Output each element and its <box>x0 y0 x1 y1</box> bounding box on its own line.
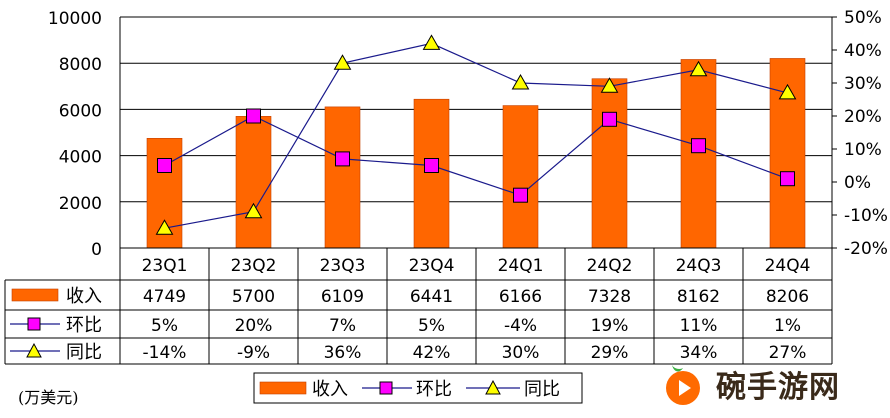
table-key-qoq-marker <box>27 317 41 331</box>
legend-label: 收入 <box>312 379 348 400</box>
table-cell-value: 27% <box>769 343 807 363</box>
point-yoy <box>600 77 619 93</box>
point-yoy <box>333 54 352 70</box>
category-label: 23Q4 <box>409 256 455 276</box>
table-cell-value: 7328 <box>588 287 631 307</box>
table-cell-value: 6441 <box>410 287 453 307</box>
point-yoy <box>422 34 441 50</box>
y-right-tick-label: -10% <box>844 206 888 226</box>
bar-revenue <box>413 98 450 249</box>
table-key-revenue <box>11 288 59 302</box>
table-cell-value: 6166 <box>499 287 542 307</box>
table-cell-value: 20% <box>235 316 273 336</box>
point-qoq <box>780 171 795 187</box>
y-left-tick-label: 2000 <box>59 194 102 214</box>
table-cell-value: -9% <box>237 343 270 363</box>
watermark: 碗手游网 <box>660 355 890 413</box>
point-yoy <box>155 219 174 235</box>
y-left-tick-label: 0 <box>91 240 102 260</box>
point-yoy <box>511 73 530 90</box>
play-logo-icon <box>666 365 700 405</box>
point-qoq <box>246 108 261 124</box>
legend-key-qoq-marker <box>379 381 393 395</box>
table-cell-value: 5700 <box>232 287 275 307</box>
table-cell-value: 1% <box>774 316 801 336</box>
bar-revenue <box>235 116 272 249</box>
y-right-tick-label: 10% <box>844 140 882 160</box>
bar-revenue <box>591 78 628 249</box>
table-cell-value: 8162 <box>677 287 720 307</box>
y-right-tick-label: 0% <box>844 173 871 193</box>
table-cell-value: 11% <box>680 316 718 336</box>
y-right-tick-label: 50% <box>844 8 882 28</box>
legend-label: 同比 <box>524 379 560 400</box>
category-label: 24Q4 <box>765 256 811 276</box>
category-label: 24Q1 <box>498 256 544 276</box>
line-qoq <box>164 115 788 196</box>
bar-revenue <box>502 105 539 249</box>
table-cell-value: 30% <box>502 343 540 363</box>
line-yoy <box>164 42 788 229</box>
point-qoq <box>157 158 172 173</box>
legend-key-revenue <box>259 381 307 395</box>
point-yoy <box>778 83 797 100</box>
point-qoq <box>424 158 439 173</box>
table-cell-value: 36% <box>324 343 362 363</box>
bar-revenue <box>680 59 717 249</box>
y-right-tick-label: -20% <box>844 239 888 259</box>
point-qoq <box>513 187 528 203</box>
category-label: 23Q1 <box>142 256 188 276</box>
point-qoq <box>335 151 350 167</box>
table-cell-value: -14% <box>143 343 187 363</box>
legend-box <box>253 372 583 404</box>
legend-label: 环比 <box>416 379 452 400</box>
legend-key-yoy-marker <box>485 379 501 395</box>
y-right-tick-label: 40% <box>844 41 882 61</box>
category-label: 24Q3 <box>676 256 722 276</box>
category-label: 23Q2 <box>231 256 277 276</box>
category-label: 23Q3 <box>320 256 366 276</box>
table-cell-value: -4% <box>504 316 537 336</box>
table-cell-value: 19% <box>591 316 629 336</box>
point-yoy <box>689 60 708 77</box>
table-cell-value: 5% <box>418 316 445 336</box>
unit-label: (万美元) <box>18 388 79 407</box>
table-cell-value: 34% <box>680 343 718 363</box>
bar-revenue <box>324 106 361 249</box>
table-cell-value: 5% <box>151 316 178 336</box>
table-cell-value: 4749 <box>143 287 186 307</box>
table-row-label: 同比 <box>66 342 102 363</box>
table-key-yoy-marker <box>26 342 42 358</box>
table-row-label: 环比 <box>66 315 102 336</box>
table-cell-value: 42% <box>413 343 451 363</box>
y-left-tick-label: 10000 <box>48 9 102 29</box>
category-label: 24Q2 <box>587 256 633 276</box>
y-left-tick-label: 6000 <box>59 101 102 121</box>
table-cell-value: 8206 <box>766 287 809 307</box>
watermark-text: 碗手游网 <box>716 370 840 405</box>
table-row-label: 收入 <box>66 286 102 307</box>
y-left-tick-label: 8000 <box>59 55 102 75</box>
point-yoy <box>244 202 263 219</box>
y-right-tick-label: 20% <box>844 107 882 127</box>
point-qoq <box>602 111 617 127</box>
table-cell-value: 6109 <box>321 287 364 307</box>
table-cell-value: 29% <box>591 343 629 363</box>
y-left-tick-label: 4000 <box>59 148 102 168</box>
table-cell-value: 7% <box>329 316 356 336</box>
y-right-tick-label: 30% <box>844 74 882 94</box>
point-qoq <box>691 138 706 154</box>
